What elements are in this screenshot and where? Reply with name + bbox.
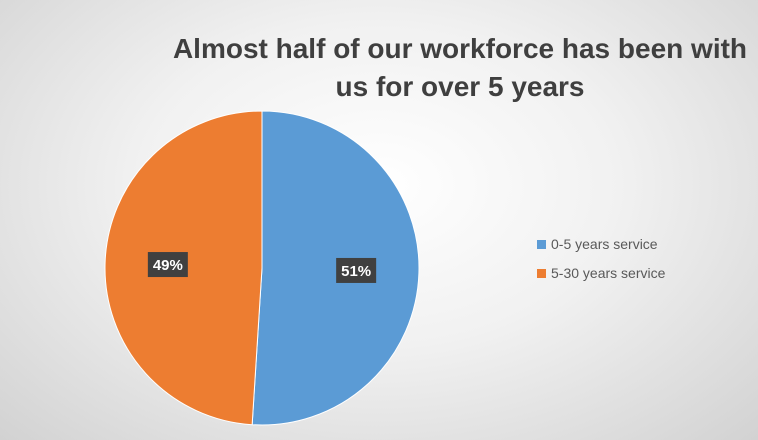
legend-swatch-0-5-years [537, 239, 546, 249]
chart-title-line-2: us for over 5 years [335, 71, 585, 102]
data-label-box-0-5-years [336, 257, 377, 283]
legend-item-5-30-years: 5-30 years service [537, 263, 665, 283]
data-label-text-5-30-years: 49% [153, 257, 183, 274]
chart-title: Almost half of our workforce has been wi… [150, 30, 758, 106]
data-label-text-0-5-years: 51% [341, 263, 371, 280]
legend-item-0-5-years: 0-5 years service [537, 234, 665, 254]
legend-label-5-30-years: 5-30 years service [551, 265, 666, 281]
pie-slice-0-5-years [251, 110, 420, 426]
data-label-5-30-years: 49% [147, 252, 188, 278]
legend-swatch-5-30-years [537, 268, 546, 278]
chart-title-line-1: Almost half of our workforce has been wi… [172, 33, 748, 64]
data-label-box-5-30-years [147, 252, 188, 278]
data-label-0-5-years: 51% [336, 257, 377, 283]
legend: 0-5 years service 5-30 years service [537, 234, 665, 292]
legend-label-0-5-years: 0-5 years service [551, 236, 658, 252]
